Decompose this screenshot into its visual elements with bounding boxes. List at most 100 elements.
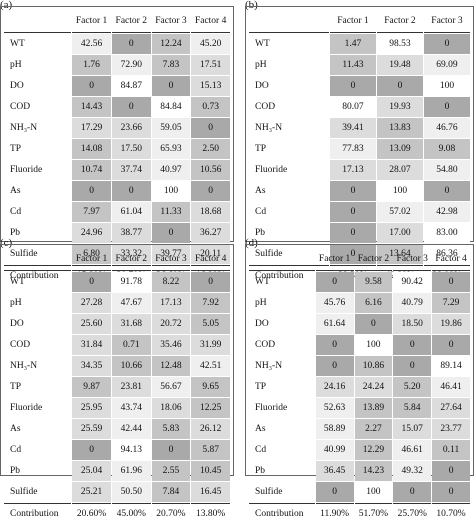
table-row: pH 27.28 47.67 17.13 7.92 <box>4 293 230 313</box>
value-cell: 5.05 <box>191 314 230 334</box>
value-cell: 17.13 <box>329 160 376 180</box>
table-row: As 58.89 2.27 15.07 23.77 <box>249 419 470 439</box>
value-cell: 27.28 <box>72 293 111 313</box>
column-header: Factor 3 <box>151 10 191 33</box>
value-cell: 20.72 <box>151 314 191 334</box>
row-label: NH₃-N <box>10 123 38 133</box>
value-cell: 7.92 <box>191 293 230 313</box>
value-cell: 28.07 <box>376 160 423 180</box>
value-cell: 1.47 <box>329 34 376 54</box>
value-cell: 23.77 <box>432 419 470 439</box>
value-cell: 14.43 <box>72 97 111 117</box>
column-header: Factor 2 <box>354 248 393 271</box>
value-cell: 42.56 <box>72 34 111 54</box>
table-row: DO 0 84.87 0 15.13 <box>4 76 230 96</box>
table-row: Sulfide 0 13.64 86.36 <box>249 244 470 264</box>
value-cell: 84.84 <box>151 97 191 117</box>
table-row: WT 1.47 98.53 0 <box>249 34 470 54</box>
value-cell: 72.90 <box>111 55 151 75</box>
value-cell: 100 <box>354 482 393 502</box>
value-cell: 13.09 <box>376 139 423 159</box>
contribution-label: Contribution <box>4 503 72 524</box>
table-row: Sulfide 6.80 33.32 39.77 20.11 <box>4 244 230 264</box>
value-cell: 2.55 <box>151 461 191 481</box>
row-label: DO <box>10 319 24 329</box>
value-cell: 0 <box>329 202 376 222</box>
contribution-value: 20.60% <box>72 503 111 524</box>
value-cell: 19.86 <box>432 314 470 334</box>
row-label: Fluoride <box>255 403 288 413</box>
value-cell: 25.04 <box>72 461 111 481</box>
value-cell: 1.76 <box>72 55 111 75</box>
value-cell: 6.16 <box>354 293 393 313</box>
value-cell: 10.74 <box>72 160 111 180</box>
value-cell: 25.95 <box>72 398 111 418</box>
column-header: Factor 2 <box>376 10 423 33</box>
value-cell: 9.65 <box>191 377 230 397</box>
column-header: Factor 2 <box>111 10 151 33</box>
value-cell: 19.93 <box>376 97 423 117</box>
factor-table-b: Factor 1 Factor 2 Factor 3 WT 1.47 98.53 0 pH 11… <box>248 9 471 287</box>
column-header: Factor 3 <box>393 248 432 271</box>
header-corner <box>4 10 72 33</box>
value-cell: 17.51 <box>191 55 230 75</box>
value-cell: 14.23 <box>354 461 393 481</box>
value-cell: 19.48 <box>376 55 423 75</box>
row-label: COD <box>255 102 276 112</box>
row-label: As <box>10 424 21 434</box>
table-row: As 25.59 42.44 5.83 26.12 <box>4 419 230 439</box>
value-cell: 12.48 <box>151 356 191 376</box>
table-row: Fluoride 10.74 37.74 40.97 10.56 <box>4 160 230 180</box>
contribution-value: 10.70% <box>432 503 470 524</box>
value-cell: 100 <box>423 76 470 96</box>
row-label: TP <box>255 144 267 154</box>
value-cell: 9.08 <box>423 139 470 159</box>
column-header: Factor 4 <box>191 10 230 33</box>
value-cell: 31.84 <box>72 335 111 355</box>
value-cell: 65.93 <box>151 139 191 159</box>
value-cell: 7.29 <box>432 293 470 313</box>
value-cell: 100 <box>376 181 423 201</box>
factor-table-d: Factor 1 Factor 2 Factor 3 Factor 4 WT 0 9.58 9… <box>248 247 471 525</box>
row-label: As <box>255 186 266 196</box>
panel-label-c: (c) <box>0 237 13 249</box>
value-cell: 10.66 <box>111 356 151 376</box>
value-cell: 77.83 <box>329 139 376 159</box>
value-cell: 45.20 <box>191 34 230 54</box>
value-cell: 25.60 <box>72 314 111 334</box>
table-row: Cd 7.97 61.04 11.33 18.68 <box>4 202 230 222</box>
row-label: Pb <box>255 228 266 238</box>
value-cell: 18.50 <box>393 314 432 334</box>
value-cell: 0 <box>423 97 470 117</box>
value-cell: 11.43 <box>329 55 376 75</box>
column-header: Factor 3 <box>151 248 191 271</box>
table-row: COD 0 100 0 0 <box>249 335 470 355</box>
value-cell: 42.98 <box>423 202 470 222</box>
value-cell: 10.56 <box>191 160 230 180</box>
header-corner <box>4 248 72 271</box>
table-row: NH₃-N 34.35 10.66 12.48 42.51 <box>4 356 230 376</box>
contribution-value: 51.70% <box>354 503 393 524</box>
column-header: Factor 1 <box>72 10 111 33</box>
factor-table-c: Factor 1 Factor 2 Factor 3 Factor 4 WT 0 91.78… <box>3 247 231 525</box>
value-cell: 0 <box>329 181 376 201</box>
value-cell: 90.42 <box>393 272 432 292</box>
value-cell: 10.45 <box>191 461 230 481</box>
row-label: NH₃-N <box>255 361 283 371</box>
table-row: WT 0 91.78 8.22 0 <box>4 272 230 292</box>
row-label: As <box>255 424 266 434</box>
contribution-row: Contribution 11.90% 51.70% 25.70% 10.70% <box>249 503 470 524</box>
value-cell: 33.32 <box>111 244 151 264</box>
value-cell: 56.67 <box>151 377 191 397</box>
value-cell: 5.84 <box>393 398 432 418</box>
column-header: Factor 4 <box>432 248 470 271</box>
value-cell: 0 <box>329 244 376 264</box>
value-cell: 0 <box>72 440 111 460</box>
value-cell: 80.07 <box>329 97 376 117</box>
value-cell: 38.77 <box>111 223 151 243</box>
value-cell: 7.84 <box>151 482 191 502</box>
value-cell: 0 <box>315 272 354 292</box>
value-cell: 61.96 <box>111 461 151 481</box>
value-cell: 18.68 <box>191 202 230 222</box>
value-cell: 42.51 <box>191 356 230 376</box>
